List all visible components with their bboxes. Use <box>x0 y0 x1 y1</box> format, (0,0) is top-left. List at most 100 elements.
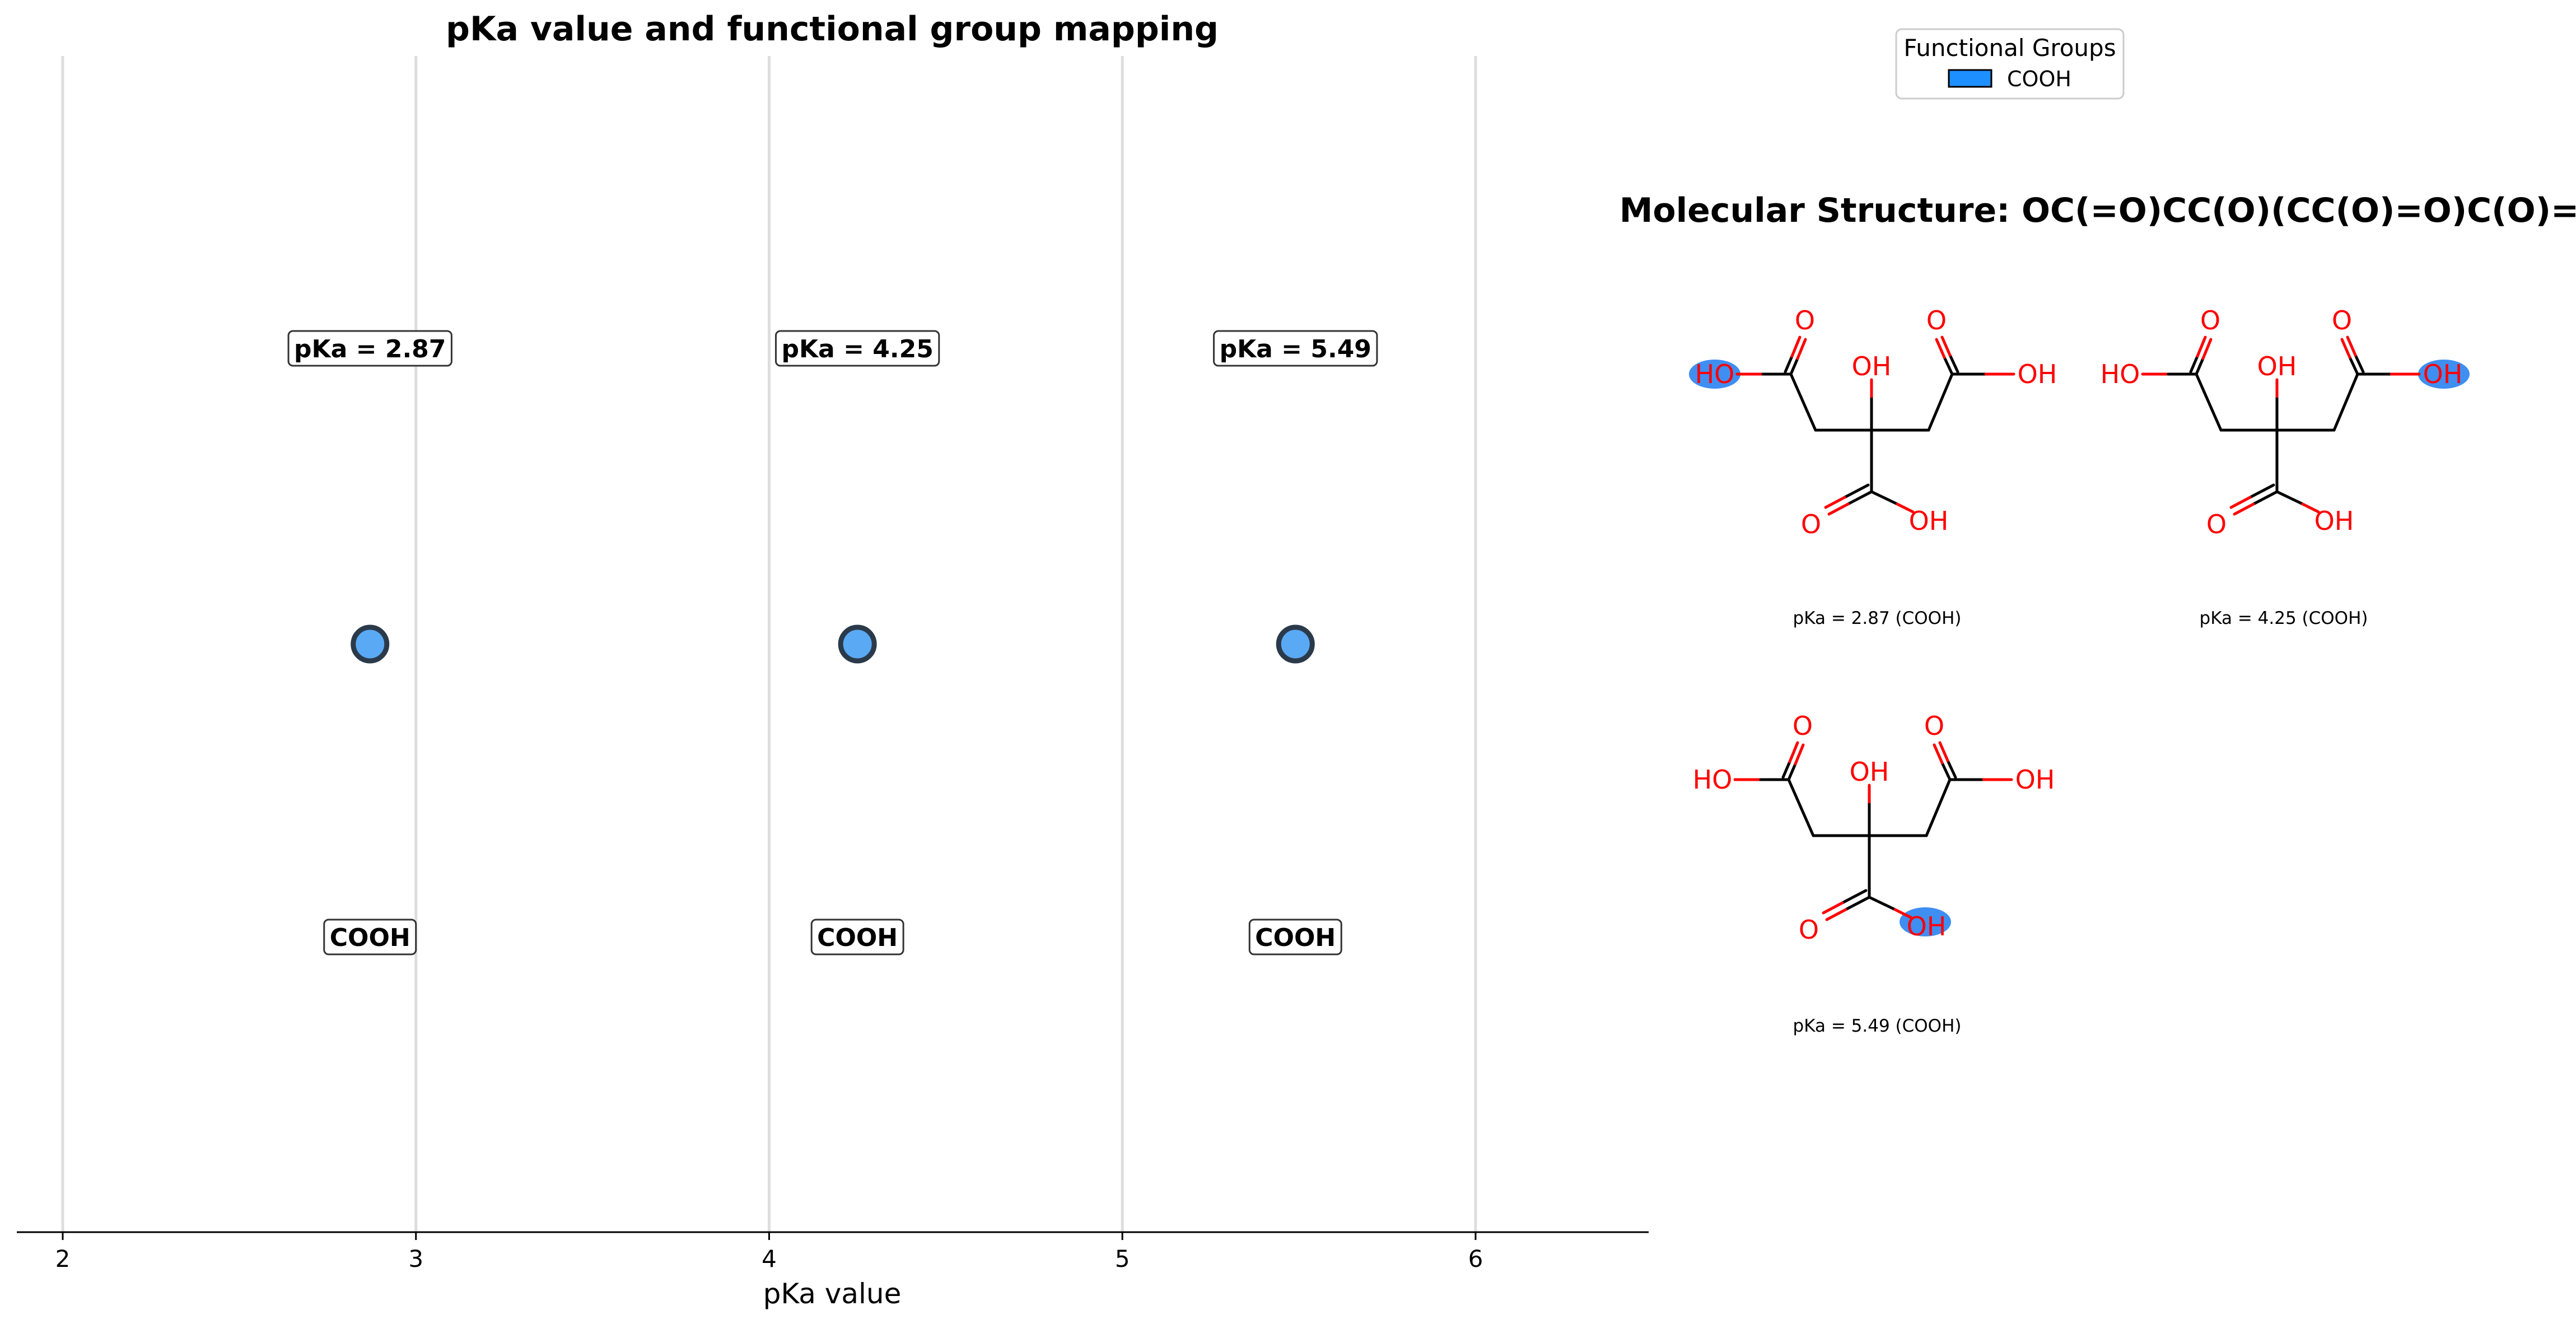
bond <box>2348 356 2359 376</box>
group-label-box <box>1248 919 1342 955</box>
bond <box>1940 761 1952 781</box>
bond <box>1844 896 1871 911</box>
atom-label: O <box>1924 711 1944 741</box>
data-point <box>351 624 390 664</box>
legend: Functional Groups COOH <box>1895 28 2125 100</box>
group-label: COOH <box>810 919 904 955</box>
x-tick-label: 6 <box>1468 1245 1483 1272</box>
bond <box>1948 353 1959 374</box>
x-tick-label: 3 <box>408 1245 423 1272</box>
chart-title: pKa value and functional group mapping <box>446 10 1219 49</box>
atom-label: OH <box>1852 351 1892 381</box>
bond <box>1927 372 1954 432</box>
bond <box>1933 743 1944 764</box>
pka-label: pKa = 4.25 <box>774 330 940 367</box>
structure-caption: pKa = 2.87 (COOH) <box>1793 608 1962 628</box>
structure-caption: pKa = 5.49 (COOH) <box>1793 1016 1962 1036</box>
atom-label: O <box>1801 509 1821 539</box>
bond <box>1946 759 1957 779</box>
atom-label: OH <box>2015 764 2055 795</box>
group-label-box <box>810 919 904 955</box>
pka-label-box <box>774 330 940 367</box>
bond <box>1925 778 1952 837</box>
group-label-text: COOH <box>817 924 898 952</box>
bond <box>2196 335 2207 358</box>
data-points: pKa = 2.87 COOH pKa = 4.25 COOH pKa = 5.49 CO… <box>287 330 1378 955</box>
highlight-marker <box>1900 907 1951 936</box>
bond <box>1790 335 1802 358</box>
bond <box>1870 490 1899 506</box>
bond <box>1943 356 1954 376</box>
pka-label-text: pKa = 5.49 <box>1220 335 1371 363</box>
group-label: COOH <box>1248 919 1342 955</box>
bond <box>1824 496 1846 509</box>
bond <box>2229 496 2252 509</box>
bond <box>1794 743 1805 766</box>
atom-label: O <box>1799 915 1819 945</box>
atom-label: O <box>2200 305 2220 335</box>
bond <box>1825 908 1847 921</box>
bond <box>1787 778 1815 837</box>
pka-label-box <box>287 330 452 367</box>
bond <box>1841 889 1868 905</box>
atom-label: HO <box>1693 764 1733 795</box>
bond <box>1893 908 1912 919</box>
structure-caption: pKa = 4.25 (COOH) <box>2200 608 2368 628</box>
atom-label: OH <box>2018 359 2057 389</box>
bond <box>1868 896 1897 911</box>
pka-label-box <box>1213 330 1378 367</box>
highlight-marker <box>1689 360 1740 389</box>
group-label-text: COOH <box>1255 924 1336 952</box>
atom-label: HO <box>2101 359 2140 389</box>
bond <box>1940 335 1952 357</box>
legend-title: Functional Groups <box>1903 34 2116 62</box>
bond <box>2346 335 2357 357</box>
atom-label: OH <box>1850 757 1889 787</box>
bond <box>2332 372 2359 432</box>
atom-label: O <box>2206 509 2227 539</box>
x-tick-label: 4 <box>762 1245 777 1272</box>
x-tick-label: 2 <box>55 1245 71 1272</box>
x-tick-label: 5 <box>1115 1245 1130 1272</box>
bond <box>1784 355 1794 374</box>
pka-label-text: pKa = 4.25 <box>781 335 933 363</box>
group-label-box <box>323 919 417 955</box>
grid <box>61 56 1477 1232</box>
pka-label-text: pKa = 2.87 <box>294 335 446 363</box>
atom-label: O <box>1926 305 1947 335</box>
atom-label: OH <box>2314 506 2354 536</box>
bond <box>2233 502 2255 516</box>
atom-label: OH <box>2423 359 2463 389</box>
data-point <box>1276 624 1315 664</box>
bond <box>1843 483 1870 499</box>
pka-label: pKa = 5.49 <box>1213 330 1378 367</box>
x-axis-label: pKa value <box>763 1278 902 1310</box>
bond <box>2189 355 2199 374</box>
pka-label: pKa = 2.87 <box>287 330 452 367</box>
atom-label: HO <box>1695 359 1735 389</box>
bond <box>1796 338 1807 360</box>
molecule-title: Molecular Structure: OC(=O)CC(O)(CC(O)=O… <box>1620 191 2576 230</box>
highlight-marker <box>2418 360 2470 389</box>
bond <box>2195 357 2205 376</box>
bond <box>1938 741 1949 762</box>
bond <box>1896 502 1915 514</box>
bond <box>1822 901 1844 915</box>
x-axis-ticks: 2 3 4 5 6 <box>55 1232 1483 1272</box>
bond <box>2201 338 2213 360</box>
bond <box>1846 490 1873 506</box>
bond <box>2195 372 2223 432</box>
atom-label: O <box>1793 711 1813 741</box>
group-label-text: COOH <box>330 924 410 952</box>
atom-label: O <box>1795 305 1815 335</box>
bond <box>1787 762 1797 781</box>
bond <box>2275 490 2304 506</box>
legend-label: COOH <box>2007 67 2071 91</box>
bond <box>1781 760 1791 779</box>
atom-label: O <box>2332 305 2352 335</box>
